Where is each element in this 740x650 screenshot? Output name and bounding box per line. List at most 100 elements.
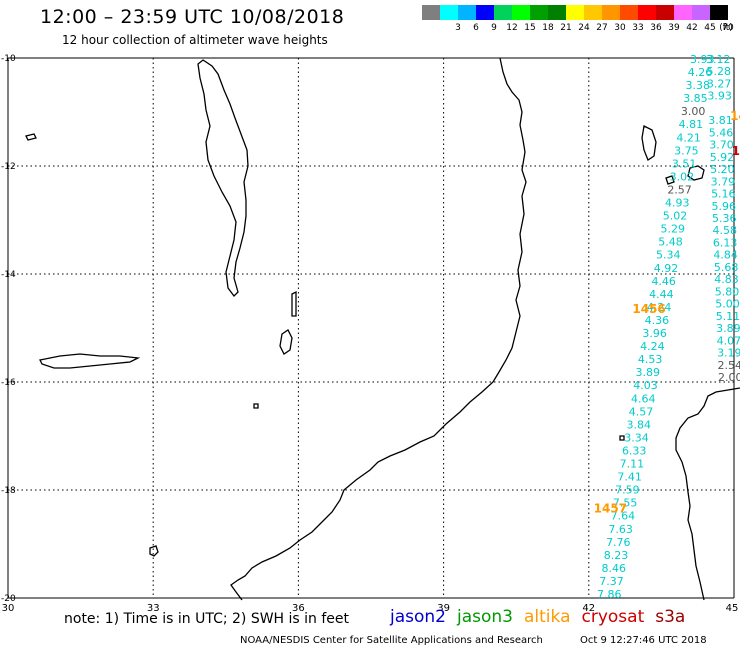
wave-height-value: 5.11	[716, 310, 740, 323]
footer-note: note: 1) Time is in UTC; 2) SWH is in fe…	[64, 611, 350, 627]
scale-swatch	[710, 5, 728, 20]
scale-swatch	[638, 5, 656, 20]
scale-label: 42	[686, 23, 698, 33]
wave-height-value: 4.21	[676, 131, 701, 144]
legend-jason2: jason2	[390, 607, 446, 627]
scale-label: 9	[491, 23, 497, 33]
scale-label: 27	[596, 23, 608, 33]
lon-tick-label: 39	[437, 603, 450, 614]
wave-height-value: 5.29	[661, 223, 686, 236]
wave-height-value: 3.79	[711, 175, 736, 188]
scale-label: 12	[506, 23, 518, 33]
wave-height-value: 7.37	[599, 575, 624, 588]
wave-height-value: 7.64	[611, 510, 636, 523]
scale-swatch	[656, 5, 674, 20]
wave-height-value: 4.84	[713, 249, 738, 262]
wave-height-value: 3.27	[707, 77, 732, 90]
wave-height-value: 5.34	[656, 249, 681, 262]
lon-tick-label: 30	[2, 603, 15, 614]
wave-height-value: 4.92	[654, 262, 679, 275]
wave-height-value: 3.75	[674, 144, 699, 157]
scale-label: 21	[560, 23, 572, 33]
scale-label: 30	[614, 23, 626, 33]
wave-height-value: 4.07	[717, 334, 740, 347]
wave-height-value: 5.28	[706, 65, 731, 78]
scale-swatch	[476, 5, 494, 20]
generated-timestamp: Oct 9 12:27:46 UTC 2018	[580, 635, 707, 646]
wave-height-value: 2.54	[718, 359, 740, 372]
lake-tiny-5	[619, 435, 625, 441]
lat-tick-label: -14	[1, 270, 16, 280]
scale-unit: (ft)	[719, 23, 733, 33]
lat-tick-label: -18	[1, 486, 16, 496]
scale-label: 39	[668, 23, 680, 33]
wave-height-value: 3.85	[683, 92, 708, 105]
scale-swatch	[674, 5, 692, 20]
scale-swatch	[566, 5, 584, 20]
wave-height-value: 5.48	[658, 236, 683, 249]
wave-height-value: 5.46	[709, 126, 734, 139]
comoros-moheli	[665, 175, 675, 185]
lake-chilwa	[279, 329, 293, 355]
axis-labels: 30 33 36 39 42 45 -10 -12 -14 -16 -18 -20	[1, 54, 738, 614]
map-subtitle: 12 hour collection of altimeter wave hei…	[62, 33, 328, 47]
lon-tick-label: 36	[292, 603, 305, 614]
wave-height-value: 4.53	[638, 353, 663, 366]
lake-tiny-1	[25, 133, 37, 141]
wave-height-value: 4.26	[688, 66, 713, 79]
wave-height-value: 4.36	[645, 314, 670, 327]
wave-height-value: 3.02	[670, 170, 695, 183]
comoros-anjouan	[687, 165, 705, 181]
lat-tick-label: -10	[1, 54, 16, 64]
altimeter-track-left: 3.934.263.383.853.004.814.213.753.513.02…	[597, 53, 715, 601]
scale-swatch	[458, 5, 476, 20]
lake-malawi	[197, 59, 249, 297]
wave-height-value: 6.33	[622, 444, 647, 457]
wave-height-value: 4.81	[679, 118, 704, 131]
scale-label: 24	[578, 23, 590, 33]
pass-time-labels: 1456 1457 14 1	[594, 109, 740, 516]
lon-tick-label: 42	[582, 603, 595, 614]
wave-height-value: 2.57	[667, 183, 692, 196]
scale-label: 33	[632, 23, 644, 33]
lake-west	[39, 353, 141, 369]
credit-line: NOAA/NESDIS Center for Satellite Applica…	[240, 635, 543, 646]
wave-height-value: 3.89	[636, 366, 661, 379]
wave-height-value: 7.59	[615, 484, 640, 497]
scale-swatch	[440, 5, 458, 20]
wave-height-value: 3.70	[709, 139, 734, 152]
wave-height-value: 5.02	[663, 210, 688, 223]
wave-height-value: 7.86	[597, 588, 622, 601]
lat-tick-label: -16	[1, 378, 16, 388]
wave-height-value: 5.16	[711, 188, 736, 201]
lat-tick-label: -20	[1, 594, 16, 604]
wave-height-value: 4.24	[640, 340, 665, 353]
wave-height-value: 7.63	[608, 523, 633, 536]
madagascar-coast	[675, 387, 740, 601]
wave-height-value: 3.81	[708, 114, 733, 127]
wave-height-value: 5.36	[712, 212, 737, 225]
wave-height-value: 3.19	[717, 347, 740, 360]
wave-height-value: 5.80	[715, 285, 740, 298]
lake-tiny-4	[253, 403, 259, 409]
comoros-grande	[641, 125, 657, 161]
wave-height-value: 3.12	[706, 53, 731, 66]
scale-label: 6	[473, 23, 479, 33]
scale-swatch	[548, 5, 566, 20]
wave-height-value: 4.44	[649, 288, 674, 301]
scale-label: 15	[524, 23, 536, 33]
wave-height-value: 7.76	[606, 536, 631, 549]
pass-time-label: 1457	[594, 502, 627, 516]
scale-swatch	[512, 5, 530, 20]
wave-height-value: 4.64	[631, 392, 656, 405]
wave-height-value: 4.46	[651, 275, 676, 288]
scale-swatch	[692, 5, 710, 20]
wave-height-value: 3.51	[672, 157, 697, 170]
wave-height-value: 3.89	[716, 322, 740, 335]
wave-height-value: 4.58	[712, 224, 737, 237]
wave-height-value: 3.38	[685, 79, 710, 92]
wave-height-value: 4.24	[647, 301, 672, 314]
africa-east-coast	[230, 57, 527, 601]
legend-s3a: s3a	[655, 607, 686, 627]
wave-height-value: 5.92	[710, 151, 735, 164]
